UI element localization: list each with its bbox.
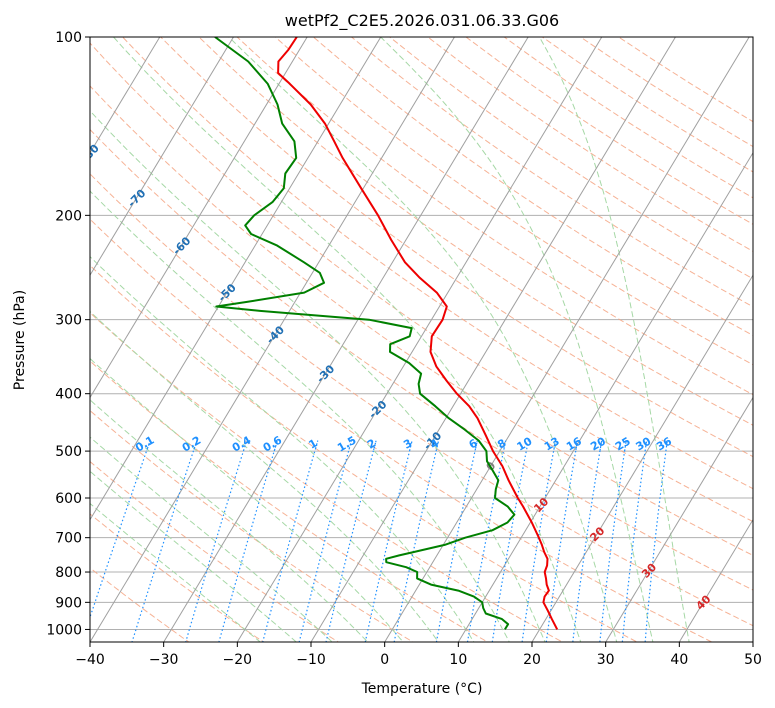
y-tick-label: 200	[55, 208, 82, 224]
mixing-ratio-line	[185, 440, 248, 642]
isotherm-line	[236, 37, 603, 642]
moist-adiabat-line	[228, 37, 618, 642]
moist-adiabat-line	[90, 255, 475, 642]
mixing-ratio-line	[90, 440, 151, 619]
x-tick-label: 30	[597, 652, 615, 668]
isotherm-line	[531, 274, 753, 642]
y-tick-label: 500	[55, 444, 82, 460]
dry-adiabat-line	[90, 360, 489, 642]
mixing-ratio-lines	[90, 440, 668, 642]
x-tick-label: 50	[744, 652, 762, 668]
y-axis-label: Pressure (hPa)	[12, 290, 28, 390]
dry-adiabat-line	[90, 409, 414, 642]
mixing-ratio-line	[298, 440, 352, 642]
moist-adiabats	[90, 37, 690, 642]
x-tick-label: 0	[380, 652, 389, 668]
y-tick-label: 300	[55, 313, 82, 329]
chart-title: wetPf2_C2E5.2026.031.06.33.G06	[285, 11, 559, 31]
mixing-ratio-line	[491, 440, 529, 642]
y-tick-label: 700	[55, 531, 82, 547]
isotherms	[90, 37, 753, 642]
temperature-profile-line	[277, 37, 559, 630]
moist-adiabat-line	[90, 470, 298, 642]
isotherm-line	[90, 37, 308, 399]
mixing-ratio-line	[572, 440, 603, 642]
moist-adiabat-line	[90, 399, 369, 642]
dry-adiabat-line	[90, 264, 639, 642]
moist-adiabat-line	[538, 37, 690, 642]
x-tick-label: −20	[223, 652, 253, 668]
isotherm-line	[678, 518, 753, 642]
x-tick-label: 10	[449, 652, 467, 668]
y-tick-label: 900	[55, 595, 82, 611]
isotherm-line	[90, 37, 161, 154]
moist-adiabat-line	[90, 357, 404, 642]
dry-adiabat-line	[90, 128, 753, 591]
moist-adiabat-line	[90, 310, 440, 642]
isotherm-line	[457, 151, 753, 642]
mixing-ratio-line	[621, 440, 648, 642]
x-axis: −40 −30 −20 −10 0 10 20 30 40 50	[75, 642, 762, 668]
mixing-ratio-line	[599, 440, 627, 642]
dewpoint-profile-line	[214, 37, 516, 630]
mixing-ratio-line	[262, 440, 319, 642]
plot-frame	[89, 36, 754, 643]
dry-adiabat-line	[90, 218, 713, 642]
dry-adiabat-line	[90, 460, 340, 642]
dry-adiabat-line	[350, 37, 753, 308]
isotherm-line	[605, 396, 753, 642]
isotherm-line	[90, 37, 456, 642]
mixing-ratio-line	[131, 440, 198, 642]
moist-adiabat-line	[90, 502, 262, 642]
dry-adiabat-line	[121, 37, 753, 490]
dry-adiabat-line	[90, 311, 564, 642]
x-tick-label: 40	[670, 652, 688, 668]
dry-adiabat-line	[90, 567, 190, 642]
isotherm-line	[90, 37, 382, 521]
x-tick-label: 20	[523, 652, 541, 668]
plot-area: -100-90-80-70-60-50-40-30-20-10010203040…	[90, 37, 753, 642]
isotherm-line	[310, 37, 677, 642]
dry-adiabat-line	[90, 173, 753, 627]
dry-adiabats	[90, 37, 753, 642]
isotherm-line	[90, 37, 235, 277]
moist-adiabat-line	[90, 190, 510, 642]
y-axis: 100 200 300 400 500 600 700 800 900 1000	[46, 30, 90, 638]
sounding-profiles	[214, 37, 559, 630]
dry-adiabat-line	[198, 37, 753, 426]
y-tick-label: 400	[55, 387, 82, 403]
y-tick-label: 600	[55, 491, 82, 507]
mixing-ratio-line	[644, 440, 668, 642]
isotherm-line	[163, 37, 529, 642]
isotherm-line	[384, 37, 750, 642]
x-axis-label: Temperature (°C)	[361, 681, 483, 697]
y-tick-label: 100	[55, 30, 82, 46]
mixing-ratio-line	[545, 440, 579, 642]
mixing-ratio-line	[521, 440, 557, 642]
dry-adiabat-line	[274, 37, 753, 366]
x-tick-label: −10	[296, 652, 326, 668]
dry-adiabat-line	[236, 37, 753, 396]
moist-adiabat-line	[113, 37, 582, 642]
dry-adiabat-line	[90, 42, 753, 523]
y-tick-label: 1000	[46, 622, 82, 638]
dry-adiabat-line	[160, 37, 753, 458]
x-tick-label: −40	[75, 652, 105, 668]
x-tick-label: −30	[149, 652, 179, 668]
dry-adiabat-line	[90, 513, 265, 642]
y-tick-label: 800	[55, 565, 82, 581]
